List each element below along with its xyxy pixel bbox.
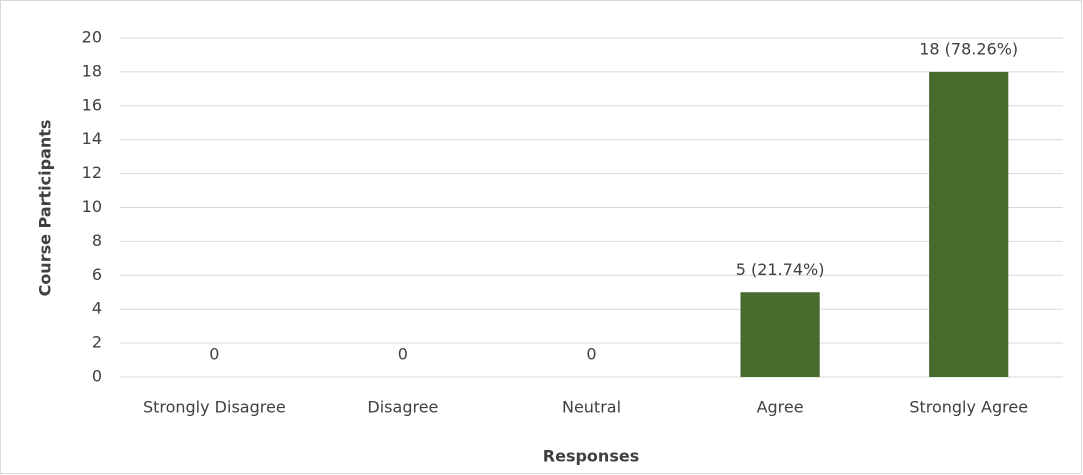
data-label: 0: [586, 345, 596, 364]
y-axis-title: Course Participants: [36, 120, 55, 297]
y-tick-label: 10: [82, 197, 102, 216]
y-tick-label: 6: [92, 265, 102, 284]
data-label: 18 (78.26%): [919, 39, 1018, 58]
x-tick-label: Agree: [757, 398, 804, 417]
x-axis-title: Responses: [543, 447, 639, 466]
y-tick-label: 16: [82, 95, 102, 114]
y-tick-label: 0: [92, 367, 102, 386]
x-tick-label: Strongly Disagree: [143, 398, 286, 417]
bar: [929, 71, 1009, 378]
y-tick-label: 18: [82, 61, 102, 80]
data-label: 5 (21.74%): [736, 260, 825, 279]
y-tick-label: 20: [82, 28, 102, 47]
y-tick-label: 8: [92, 231, 102, 250]
x-tick-label: Neutral: [562, 398, 621, 417]
y-tick-label: 14: [82, 129, 102, 148]
y-tick-label: 12: [82, 163, 102, 182]
data-label: 0: [398, 345, 408, 364]
y-tick-label: 4: [92, 299, 102, 318]
bar: [740, 292, 820, 377]
y-tick-label: 2: [92, 333, 102, 352]
data-label: 0: [209, 345, 219, 364]
x-tick-label: Strongly Agree: [909, 398, 1028, 417]
x-tick-label: Disagree: [367, 398, 438, 417]
